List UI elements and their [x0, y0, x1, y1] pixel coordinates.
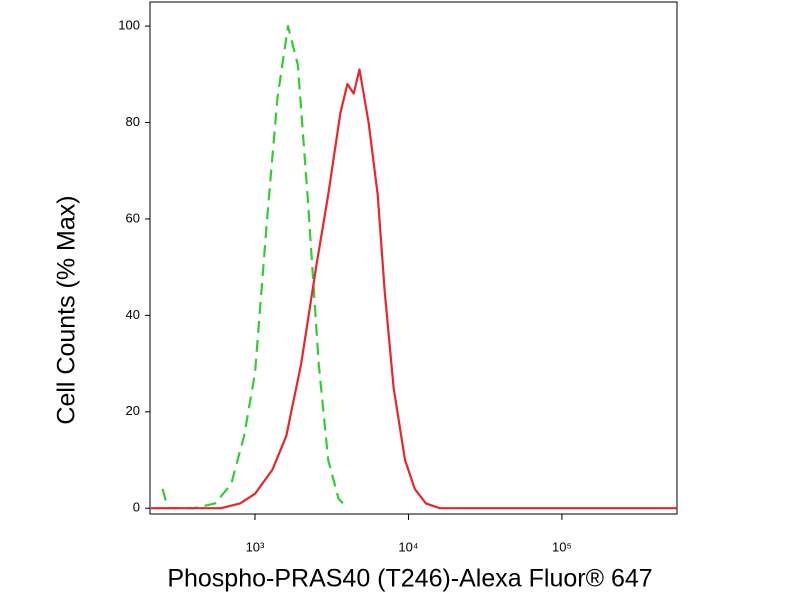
y-tick-label: 0: [133, 500, 140, 515]
y-tick-label: 20: [126, 403, 140, 418]
y-tick-label: 60: [126, 210, 140, 225]
x-tick-label: 10³: [246, 539, 265, 554]
y-tick-label: 80: [126, 114, 140, 129]
x-axis-title: Phospho-PRAS40 (T246)-Alexa Fluor® 647: [167, 565, 652, 593]
y-axis-title: Cell Counts (% Max): [53, 195, 81, 424]
y-tick-label: 100: [118, 18, 140, 33]
series-line: [161, 25, 349, 510]
y-tick-label: 40: [126, 307, 140, 322]
x-tick-label: 10⁴: [398, 539, 418, 554]
x-tick-label: 10⁵: [552, 539, 572, 554]
series-line: [151, 68, 677, 510]
plot-frame: [149, 1, 678, 515]
